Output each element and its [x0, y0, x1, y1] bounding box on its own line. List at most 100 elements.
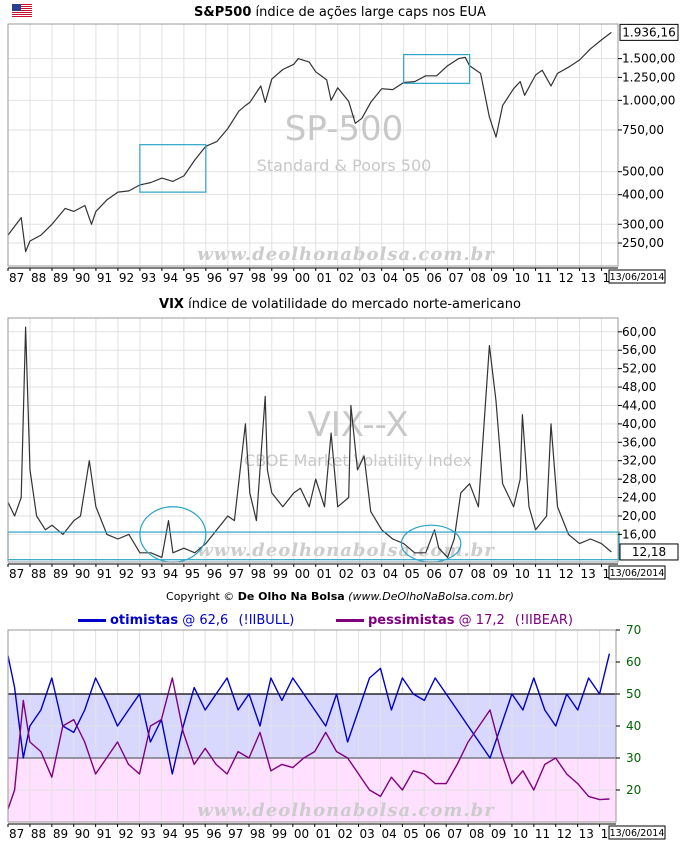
x-tick-label: 10: [515, 567, 530, 581]
y-tick-label: 60,00: [622, 325, 656, 339]
x-tick-label: 12: [559, 271, 574, 285]
x-tick-label: 87: [9, 827, 24, 841]
y-tick-label: 44,00: [622, 398, 656, 412]
sp500-title-rest: índice de ações large caps nos EUA: [251, 5, 486, 20]
x-tick-label: 03: [361, 567, 376, 581]
x-tick-label: 03: [361, 271, 376, 285]
x-tick-label: 93: [141, 271, 156, 285]
sp500-title: S&P500 índice de ações large caps nos EU…: [0, 5, 680, 20]
legend-bull-code: (!IIBULL): [238, 613, 295, 628]
x-tick-label: 90: [75, 271, 90, 285]
x-tick-label: 13: [581, 271, 596, 285]
plot-frame: [7, 317, 619, 563]
y-tick-label: 750,00: [622, 123, 664, 137]
x-tick-label: 11: [535, 827, 550, 841]
x-tick-label: 99: [273, 567, 288, 581]
y-tick-label: 50: [626, 687, 641, 701]
legend-bull: otimistas @ 62,6 (!IIBULL): [78, 613, 294, 628]
x-tick-label: 00: [295, 567, 310, 581]
x-tick-label: 08: [469, 827, 484, 841]
x-tick-label: 12: [559, 567, 574, 581]
legend-bull-value: @ 62,6: [182, 613, 229, 628]
x-tick-label: 93: [140, 827, 155, 841]
x-tick-label: 97: [229, 271, 244, 285]
x-tick-label: 88: [31, 271, 46, 285]
legend-bull-swatch: [78, 619, 106, 622]
last-value-label: 1.936,16: [622, 25, 675, 39]
x-tick-label: 94: [163, 271, 178, 285]
y-tick-label: 1.500,00: [622, 52, 675, 66]
x-tick-label: 13: [581, 567, 596, 581]
x-tick-label: 91: [97, 271, 112, 285]
x-tick-label: 05: [403, 827, 418, 841]
x-tick-label: 03: [360, 827, 375, 841]
x-tick-label: 04: [383, 567, 398, 581]
x-tick-label: 89: [53, 271, 68, 285]
y-tick-label: 70: [626, 623, 641, 637]
last-value-box: [619, 543, 679, 561]
last-value-label: 12,18: [632, 545, 666, 559]
x-tick-label: 92: [119, 271, 134, 285]
plot-frame: [7, 23, 619, 267]
x-tick-label: 10: [513, 827, 528, 841]
y-tick-label: 56,00: [622, 343, 656, 357]
legend-bear-value: @ 17,2: [458, 613, 505, 628]
series-line-panel1: [7, 326, 612, 558]
x-tick-label: 04: [381, 827, 396, 841]
copyright-name: De Olho Na Bolsa: [237, 590, 345, 603]
x-tick-label: 08: [471, 271, 486, 285]
x-tick-label: 05: [405, 271, 420, 285]
x-tick-label: 89: [53, 827, 68, 841]
y-tick-label: 40,00: [622, 417, 656, 431]
x-tick-label: 95: [185, 271, 200, 285]
y-tick-label: 28,00: [622, 472, 656, 486]
x-tick-label: 94: [162, 827, 177, 841]
x-tick-label: 96: [207, 271, 222, 285]
vix-watermark-sub: CBOE Market Volatility Index: [244, 451, 472, 470]
chart-panel-2: www.deolhonabolsa.com.br 20 30 40 50 60 70 87 88…: [7, 623, 666, 841]
date-label: 13/06/2014: [610, 272, 665, 283]
us-flag-icon: [12, 4, 32, 17]
x-tick-label: 00: [295, 271, 310, 285]
y-tick-label: 16,00: [622, 527, 656, 541]
x-tick-label: 06: [427, 567, 442, 581]
y-tick-label: 60: [626, 655, 641, 669]
y-tick-label: 52,00: [622, 362, 656, 376]
chart-panel-0: SP-500 Standard & Poors 500 www.deolhonabo…: [7, 23, 679, 285]
x-tick-label: 13: [579, 827, 594, 841]
series-line-pessimistas: [7, 677, 610, 810]
y-tick-label: 1.000,00: [622, 93, 675, 107]
y-tick-label: 40: [626, 719, 641, 733]
x-tick-label: 01: [317, 567, 332, 581]
x-tick-label: 94: [163, 567, 178, 581]
highlight-box: [139, 144, 207, 193]
y-tick-label: 500,00: [622, 165, 664, 179]
y-tick-label: 400,00: [622, 188, 664, 202]
sp500-watermark-sub: Standard & Poors 500: [257, 156, 432, 175]
chart-panel-1: VIX--X CBOE Market Volatility Index www.de…: [7, 317, 679, 581]
x-tick-label: 10: [515, 271, 530, 285]
x-tick-label: 92: [119, 567, 134, 581]
vix-watermark-main: VIX--X: [307, 405, 408, 445]
highlight-box: [403, 53, 471, 84]
x-tick-label: 99: [272, 827, 287, 841]
site-watermark: www.deolhonabolsa.com.br: [197, 540, 495, 561]
x-tick-label: 90: [75, 567, 90, 581]
copyright-line: Copyright © De Olho Na Bolsa (www.DeOlho…: [0, 590, 680, 603]
x-tick-label: 91: [97, 827, 112, 841]
x-tick-label: 02: [339, 567, 354, 581]
x-tick-label: 01: [317, 271, 332, 285]
x-tick-label: 96: [206, 827, 221, 841]
x-tick-label: 95: [184, 827, 199, 841]
x-tick-label: 88: [31, 567, 46, 581]
x-tick-label: 11: [537, 271, 552, 285]
x-tick-label: 92: [119, 827, 134, 841]
x-tick-label: 98: [250, 827, 265, 841]
x-tick-label: 07: [449, 567, 464, 581]
x-tick-label: 98: [251, 271, 266, 285]
date-label: 13/06/2014: [610, 828, 665, 839]
legend-bear-swatch: [336, 619, 364, 622]
x-tick-label: 01: [316, 827, 331, 841]
x-tick-label: 09: [491, 827, 506, 841]
x-tick-label: 06: [427, 271, 442, 285]
